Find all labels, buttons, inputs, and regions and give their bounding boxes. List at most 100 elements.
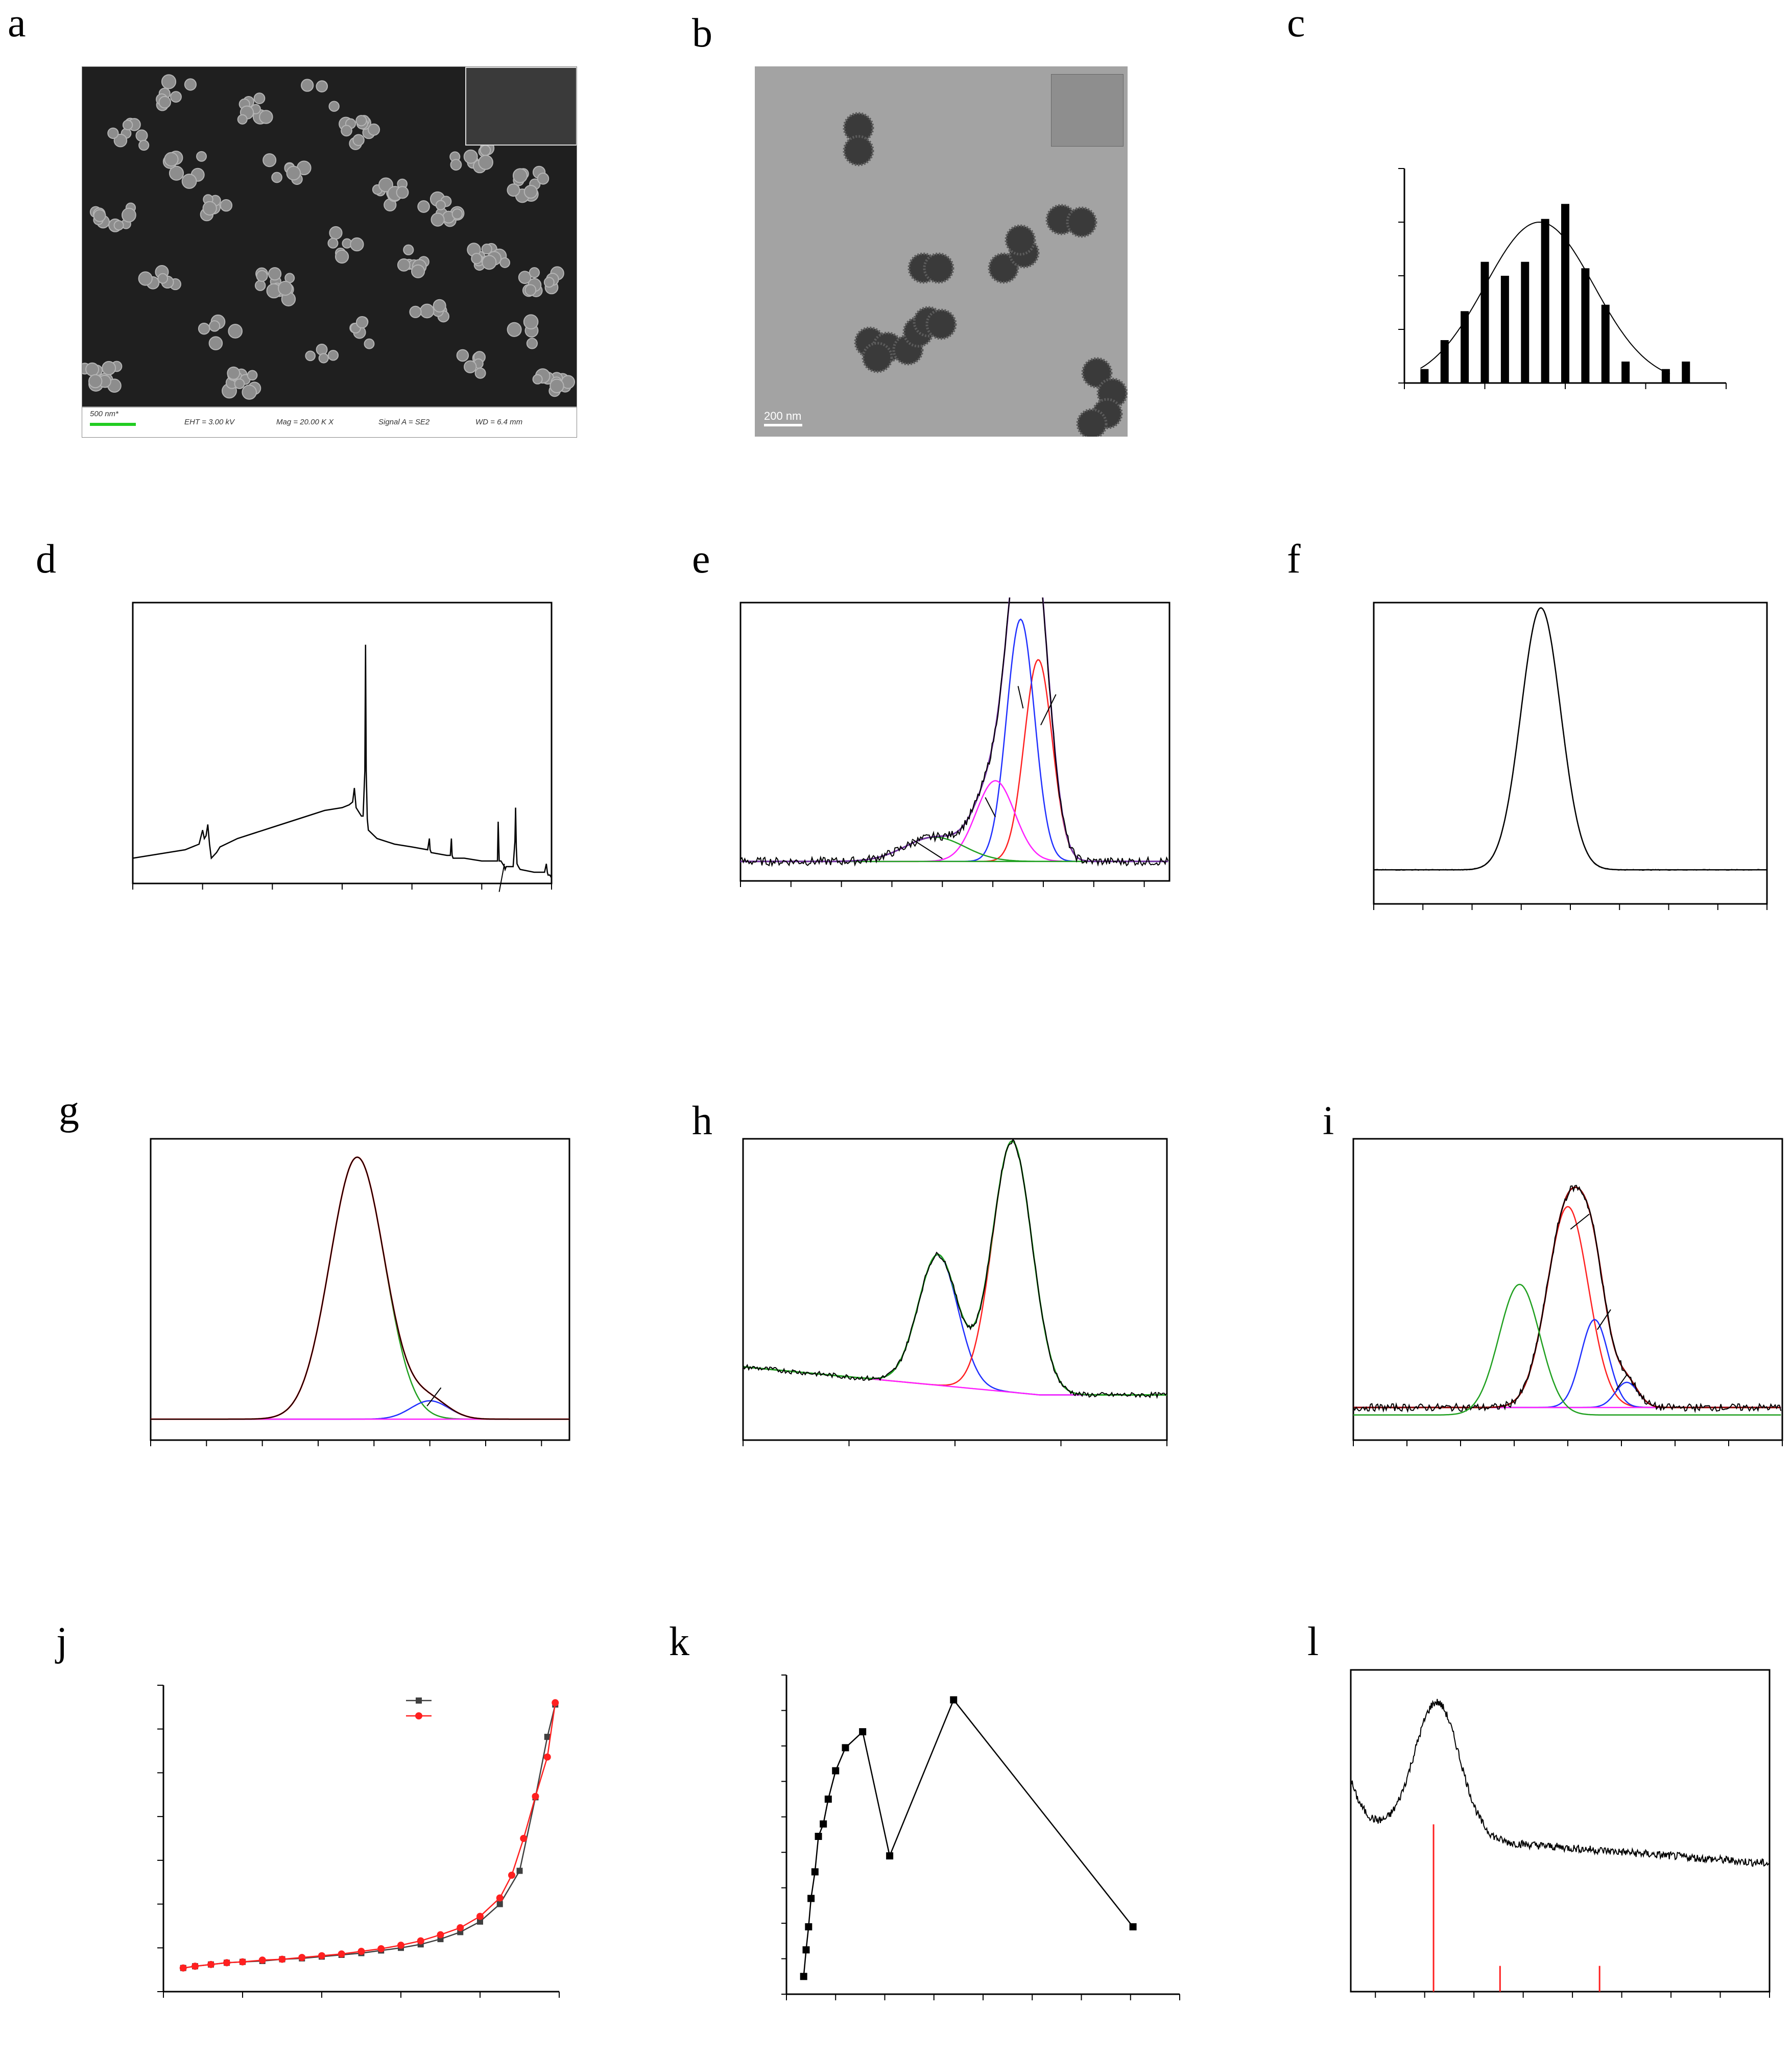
sem-particle [271,172,282,183]
sem-particle [198,322,210,335]
desorption-point [552,1699,559,1707]
desorption-point [318,1952,325,1959]
sem-particle [396,186,409,199]
sem-particle [170,91,182,103]
sem-particle [286,165,301,181]
sem-particle [523,314,539,330]
sem-particle [464,360,477,373]
sem-particle [256,270,268,282]
tem-particle [1076,408,1108,437]
fit-envelope-line [151,1156,569,1420]
sem-inset [465,67,577,146]
pore-data-point [807,1895,815,1902]
histogram-bar [1420,369,1429,383]
fit-envelope-line [743,1140,1167,1396]
sem-particle [122,119,133,131]
sem-particle [247,370,258,381]
panel-letter-g: g [59,1088,79,1133]
sem-particle [419,303,435,319]
panel-letter-b: b [692,11,712,56]
desorption-point [508,1872,515,1879]
sem-particle [474,367,486,379]
tem-particle [925,308,957,340]
panel-letter-d: d [36,537,56,582]
sem-particle [352,134,365,146]
isotherm-line [183,1703,556,1969]
sem-image: 500 nm* EHT = 3.00 kV Mag = 20.00 K X Si… [82,66,577,438]
sem-particle [329,226,343,240]
histogram-bar [1561,204,1569,383]
sem-particle [431,212,445,227]
sem-particle [499,257,511,268]
chart-k [781,1675,1180,2000]
sem-particle [482,255,497,270]
histogram-bar [1500,276,1509,383]
panel-letter-e: e [692,537,710,582]
fit-component-line [1353,1283,1781,1416]
sem-particle [158,95,172,109]
sem-particle [411,264,425,278]
sem-particle [456,349,469,362]
sem-particle [433,299,446,313]
raw-spectrum-line [151,1156,569,1420]
sem-particle [202,201,217,216]
sem-particle [543,277,555,288]
sem-particle [481,243,492,255]
isotherm-line [183,1704,556,1969]
sem-particle [480,145,491,156]
adsorption-point [477,1918,483,1925]
sem-particle [227,366,241,380]
sem-particle [403,244,414,255]
desorption-point [457,1924,464,1931]
sem-particle [107,127,119,139]
histogram-bar [1581,268,1590,383]
pore-data-point [800,1973,807,1980]
plot-frame [132,602,553,884]
raw-spectrum-line [1353,1185,1782,1414]
sem-particle [208,336,223,350]
adsorption-point [544,1734,551,1740]
histogram-bar [1621,362,1630,383]
histogram-bar [1521,261,1530,383]
desorption-point [357,1948,365,1955]
sem-particle [234,378,245,389]
chart-j [157,1685,560,1998]
panel-letter-a: a [8,1,26,45]
chart-i [1352,1138,1783,1446]
sem-particle [164,152,179,167]
desorption-point [338,1950,345,1958]
sem-scale-label: 500 nm* [90,410,118,418]
histogram-bar [1480,261,1489,383]
tem-particle [1066,206,1097,238]
sem-particle [169,165,184,181]
annotation-arrow [1040,694,1057,726]
desorption-point [223,1959,230,1967]
sem-particle [523,184,538,199]
desorption-point [437,1931,444,1939]
sem-particle [524,284,537,296]
desorption-point [179,1964,187,1972]
legend-marker [415,1712,422,1719]
fit-component-line [1353,1206,1781,1408]
tem-scale-label: 200 nm [764,410,802,422]
pore-data-point [1129,1923,1137,1931]
chart-f [1373,602,1768,910]
sem-particle [254,280,266,291]
sem-particle [355,316,369,329]
sem-particle [409,305,422,318]
sem-particle [435,200,446,210]
sem-particle [532,374,543,385]
desorption-point [532,1792,539,1800]
desorption-point [207,1960,214,1968]
sem-particle [463,149,478,164]
sem-particle [549,378,564,394]
sem-particle [196,151,207,162]
sem-particle [208,320,221,332]
sem-particle [93,209,106,222]
sem-particle [278,280,293,296]
fit-component-line [740,836,1168,863]
fit-envelope-line [740,597,1168,863]
tem-scale-bar [764,424,802,426]
annotation-arrow [1570,1213,1590,1230]
sem-particle [138,271,153,286]
